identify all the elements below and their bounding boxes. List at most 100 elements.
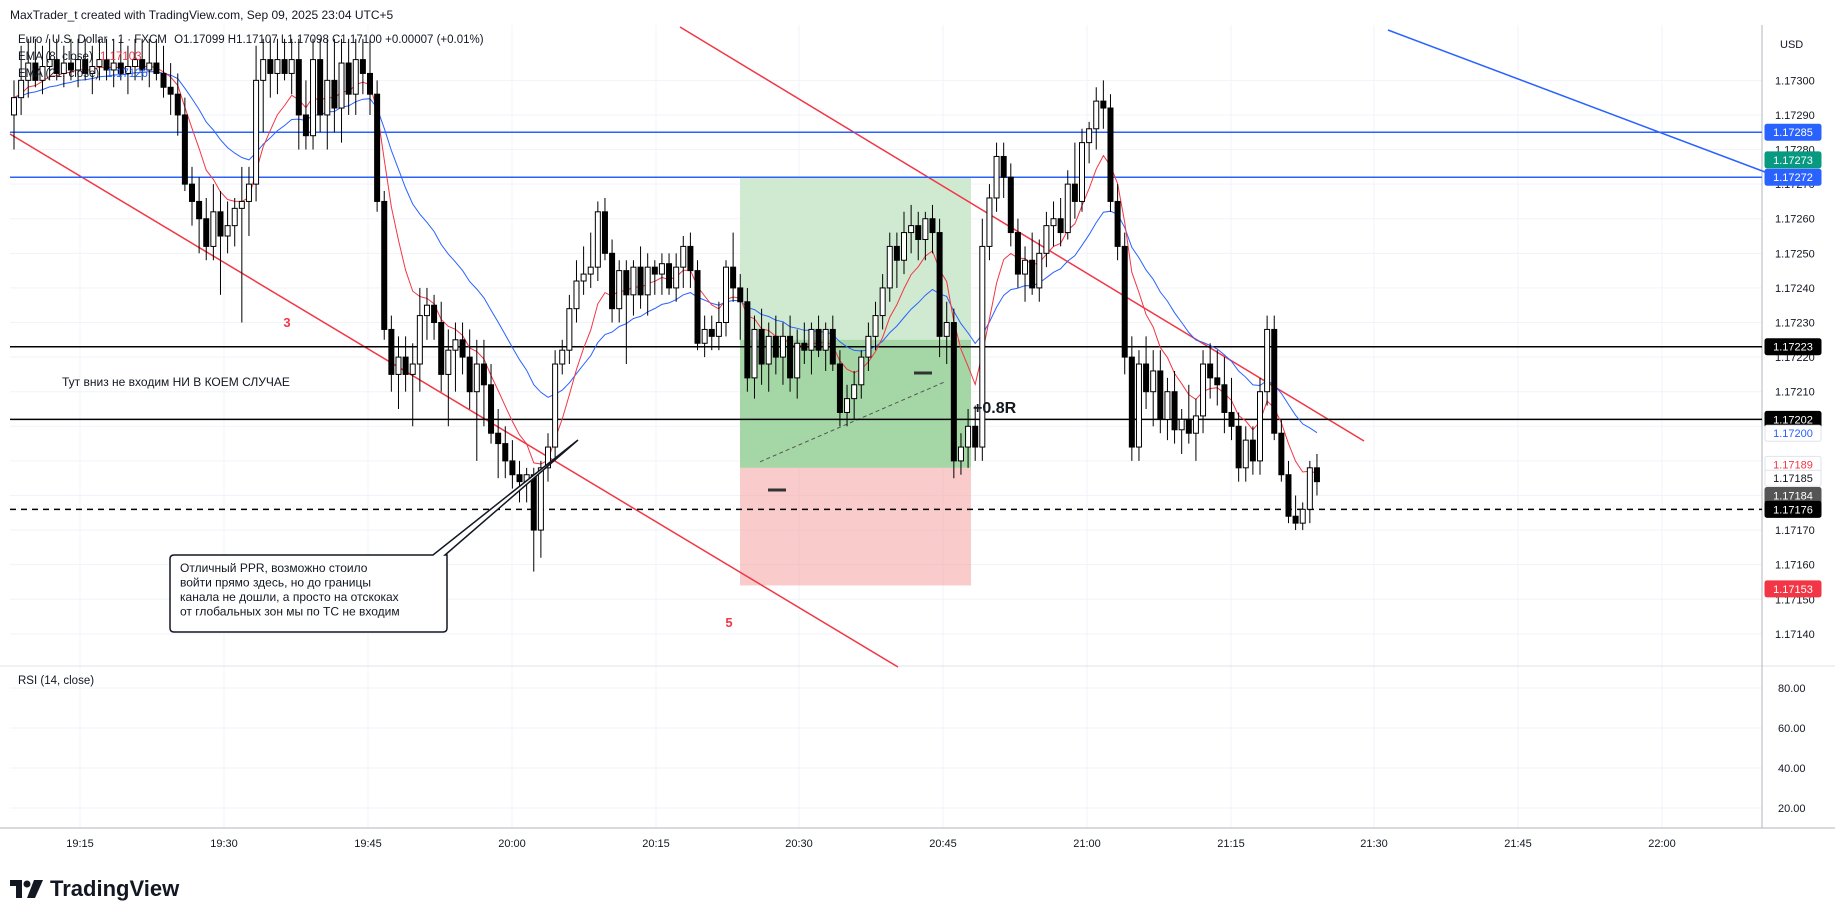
price-tick-label: 1.17170 (1775, 525, 1815, 537)
candle-body (132, 59, 139, 68)
candle (196, 177, 203, 254)
candle (1050, 201, 1057, 247)
candle (459, 322, 466, 375)
candle-body (295, 59, 302, 116)
ema8-line (13, 65, 1318, 474)
candle (751, 315, 758, 399)
candle-body (851, 384, 858, 400)
candle-body (480, 363, 487, 386)
price-tick-label: 1.17230 (1775, 318, 1815, 330)
candle (488, 364, 495, 444)
candle (815, 315, 822, 358)
price-tag-label: 1.17184 (1773, 490, 1813, 502)
candle (965, 409, 972, 468)
candle-body (1022, 259, 1029, 275)
tradingview-brand[interactable]: TradingView (10, 876, 179, 902)
candle (794, 329, 801, 399)
candle-body (96, 59, 103, 68)
candle-body (124, 66, 131, 74)
candle-body (267, 59, 274, 74)
candle-body (281, 59, 288, 74)
price-tick-label: 1.17210 (1775, 387, 1815, 399)
candle (587, 232, 594, 288)
candle (423, 287, 430, 340)
time-tick-label: 19:30 (210, 838, 238, 850)
rsi-tick-label: 80.00 (1778, 683, 1806, 695)
price-tick-label: 1.17290 (1775, 110, 1815, 122)
candle-body (1079, 142, 1085, 202)
candle (865, 322, 872, 371)
price-tag-label: 1.17285 (1773, 127, 1813, 139)
legend-symbol-row: Euro / U.S. Dollar · 1 · FXCM O1.17099 H… (18, 34, 484, 46)
candle (872, 301, 879, 351)
rsi-tick-label: 60.00 (1778, 723, 1806, 735)
candle-body (1029, 259, 1036, 289)
candle-body (950, 322, 957, 462)
legend-rsi-row[interactable]: RSI (14, close) (18, 675, 94, 687)
candle-body (153, 62, 160, 74)
candle (1107, 94, 1114, 212)
candle (1257, 377, 1263, 475)
candle (331, 38, 338, 133)
candle-body (1299, 508, 1306, 524)
time-tick-label: 21:15 (1217, 838, 1245, 850)
candle-body (203, 218, 210, 247)
candle (530, 467, 537, 572)
candle (1264, 315, 1271, 406)
candle (901, 211, 907, 275)
candle (480, 339, 487, 427)
candle (1093, 87, 1100, 150)
candle (324, 38, 331, 150)
candle-body (324, 79, 331, 116)
candle (993, 142, 1000, 212)
candle (644, 253, 651, 316)
rsi-tick-label: 40.00 (1778, 763, 1806, 775)
candle (701, 315, 708, 358)
callout-line: от глобальных зон мы по ТС не входим (180, 605, 400, 619)
currency-label: USD (1780, 39, 1803, 51)
candle-body (1107, 107, 1114, 202)
legend-ema8-row[interactable]: EMA (8, close) 1.17103 (18, 51, 142, 63)
candle-body (331, 79, 338, 109)
candle-body (651, 266, 658, 275)
candle (267, 38, 274, 98)
candle (1079, 128, 1085, 212)
candle (623, 260, 630, 365)
candle-body (559, 349, 566, 365)
candle (758, 308, 765, 385)
candle (46, 38, 53, 81)
candle (808, 322, 815, 375)
candle-body (587, 266, 594, 275)
candle-body (865, 335, 872, 358)
candle (1299, 502, 1306, 531)
candle-body (979, 245, 986, 448)
candle-body (53, 59, 60, 74)
candle (744, 287, 751, 392)
candle-body (1264, 328, 1271, 393)
candle-body (794, 342, 801, 379)
candle (402, 336, 409, 392)
candle (708, 315, 715, 351)
candle-body (146, 62, 153, 71)
candle (132, 38, 139, 81)
candle (210, 184, 217, 261)
candle-body (537, 467, 544, 531)
candle-body (82, 59, 89, 74)
time-tick-label: 20:00 (498, 838, 526, 850)
candle (388, 315, 395, 392)
price-tag: 1.17185 (1764, 469, 1822, 487)
candle (139, 38, 146, 81)
price-tags: 1.17285 1.17273 1.17272 1.17223 1.17202 1.172… (1764, 123, 1822, 598)
price-tag-bg (1764, 123, 1822, 141)
legend-ema21-row[interactable]: EMA (21, close) 1.17126 (18, 68, 148, 80)
time-tick-label: 22:00 (1648, 838, 1676, 850)
candle-body (1014, 232, 1021, 275)
candle (274, 38, 281, 95)
candle-body (715, 322, 722, 337)
candle-body (438, 322, 445, 375)
candle-body (844, 398, 851, 413)
candle-body (231, 207, 238, 227)
candle (851, 370, 858, 420)
candle (359, 38, 366, 95)
